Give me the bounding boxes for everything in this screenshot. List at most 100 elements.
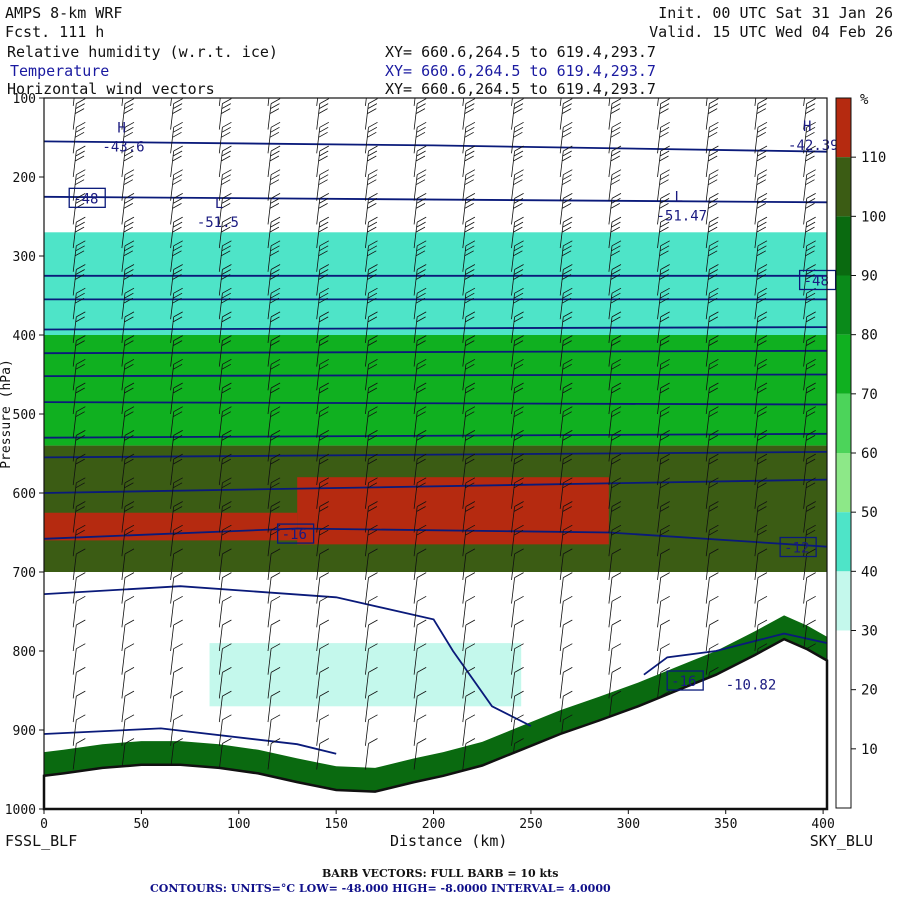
high-marker-1: H — [803, 119, 811, 135]
wind-barb-341 — [608, 595, 622, 628]
wind-barb-80 — [170, 595, 183, 628]
wind-barb-296 — [559, 216, 573, 249]
wind-barb-190 — [365, 453, 378, 486]
contour-line-7 — [44, 401, 827, 406]
wind-barb-220 — [413, 477, 427, 509]
wind-barb-13 — [72, 382, 86, 415]
high-value-1: -42.39 — [788, 138, 839, 154]
wind-barb-175 — [365, 98, 378, 130]
wind-barb-260 — [462, 738, 476, 770]
wind-barb-72 — [170, 406, 183, 438]
wind-barb-294 — [559, 169, 573, 201]
wind-barb-40 — [121, 335, 135, 367]
wind-barb-445 — [803, 311, 816, 343]
x-axis-label: Distance (km) — [390, 832, 507, 850]
wind-barb-62 — [170, 169, 183, 201]
wind-barb-298 — [559, 264, 573, 296]
wind-barb-236 — [462, 169, 476, 201]
wind-barb-18 — [72, 501, 86, 533]
wind-barb-147 — [316, 121, 329, 154]
wind-barb-230 — [413, 714, 427, 746]
wind-barb-157 — [316, 358, 329, 391]
wind-barb-416 — [754, 311, 768, 343]
wind-barb-426 — [754, 548, 768, 580]
colorbar-tick-label-3: 40 — [861, 564, 878, 580]
wind-barb-444 — [803, 287, 816, 320]
colorbar-swatch-1 — [836, 157, 851, 217]
wind-barb-182 — [365, 264, 378, 296]
wind-barb-209 — [413, 216, 427, 249]
wind-barb-424 — [754, 501, 768, 533]
wind-barb-207 — [413, 169, 427, 201]
wind-barb-280 — [511, 524, 524, 557]
wind-barb-189 — [365, 430, 378, 462]
wind-barb-277 — [511, 453, 524, 486]
wind-barb-12 — [72, 358, 86, 391]
wind-barb-73 — [170, 430, 183, 462]
wind-barb-425 — [754, 524, 768, 557]
wind-barb-253 — [462, 572, 476, 604]
y-tick-label-3: 400 — [13, 329, 36, 344]
wind-barb-331 — [608, 358, 622, 391]
contour-line-8 — [44, 432, 827, 439]
wind-barb-171 — [316, 690, 329, 723]
wind-barb-284 — [511, 619, 524, 652]
wind-barb-446 — [803, 335, 816, 367]
wind-barb-122 — [267, 216, 281, 249]
wind-barb-452 — [803, 477, 816, 509]
wind-barb-398 — [705, 572, 719, 604]
wind-barb-181 — [365, 240, 378, 272]
wind-barb-16 — [72, 453, 86, 486]
wind-barb-162 — [316, 477, 329, 509]
forecast-hour: Fcst. 111 h — [5, 23, 104, 41]
wind-barb-151 — [316, 216, 329, 249]
wind-barb-295 — [559, 193, 573, 225]
wind-barb-11 — [72, 335, 86, 367]
wind-barb-417 — [754, 335, 768, 367]
wind-barbs — [72, 98, 816, 770]
wind-barb-38 — [121, 287, 135, 320]
wind-barb-344 — [608, 667, 622, 699]
wind-barb-372 — [657, 643, 670, 675]
wind-barb-155 — [316, 311, 329, 343]
wind-barb-89 — [218, 121, 232, 154]
wind-barb-44 — [121, 430, 135, 462]
wind-barb-437 — [803, 121, 816, 154]
x-tick-label-5: 250 — [519, 817, 542, 832]
wind-barb-53 — [121, 643, 135, 675]
wind-barb-69 — [170, 335, 183, 367]
wind-barb-70 — [170, 358, 183, 391]
contour-line-10 — [44, 478, 827, 494]
barb-field — [72, 98, 816, 770]
wind-barb-30 — [121, 98, 135, 130]
wind-barb-143 — [267, 714, 281, 746]
wind-barb-153 — [316, 264, 329, 296]
wind-barb-378 — [705, 98, 719, 130]
wind-barb-366 — [657, 501, 670, 533]
terrain-surface — [42, 637, 829, 811]
wind-barb-204 — [413, 98, 427, 130]
wind-barb-123 — [267, 240, 281, 272]
wind-barb-199 — [365, 667, 378, 699]
wind-barb-146 — [316, 98, 329, 130]
wind-barb-257 — [462, 667, 476, 699]
wind-barb-82 — [170, 643, 183, 675]
wind-barb-140 — [267, 643, 281, 675]
wind-barb-330 — [608, 335, 622, 367]
wind-barb-103 — [218, 453, 232, 486]
wind-barb-443 — [803, 264, 816, 296]
y-tick-label-6: 700 — [13, 566, 36, 581]
wind-barb-429 — [754, 619, 768, 652]
wind-barb-184 — [365, 311, 378, 343]
wind-barb-130 — [267, 406, 281, 438]
wind-barb-352 — [657, 169, 670, 201]
wind-barb-349 — [657, 98, 670, 130]
contour-label-box-4 — [666, 670, 704, 691]
wind-barb-176 — [365, 121, 378, 154]
wind-barb-55 — [121, 690, 135, 723]
wind-barb-381 — [705, 169, 719, 201]
low-value-1: -51.47 — [656, 209, 707, 225]
wind-barb-283 — [511, 595, 524, 628]
wind-barb-114 — [218, 714, 232, 746]
wind-barb-128 — [267, 358, 281, 391]
